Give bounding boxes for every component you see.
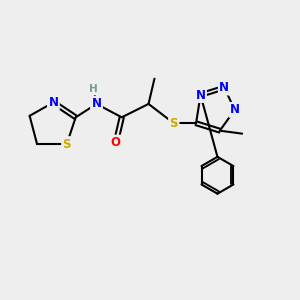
Text: N: N: [196, 88, 206, 101]
Text: N: N: [219, 81, 229, 94]
Text: S: S: [169, 117, 178, 130]
Text: N: N: [48, 96, 59, 109]
Text: H: H: [89, 84, 98, 94]
Text: O: O: [111, 136, 121, 149]
Text: S: S: [62, 138, 71, 151]
Text: N: N: [230, 103, 240, 116]
Text: N: N: [92, 98, 101, 110]
